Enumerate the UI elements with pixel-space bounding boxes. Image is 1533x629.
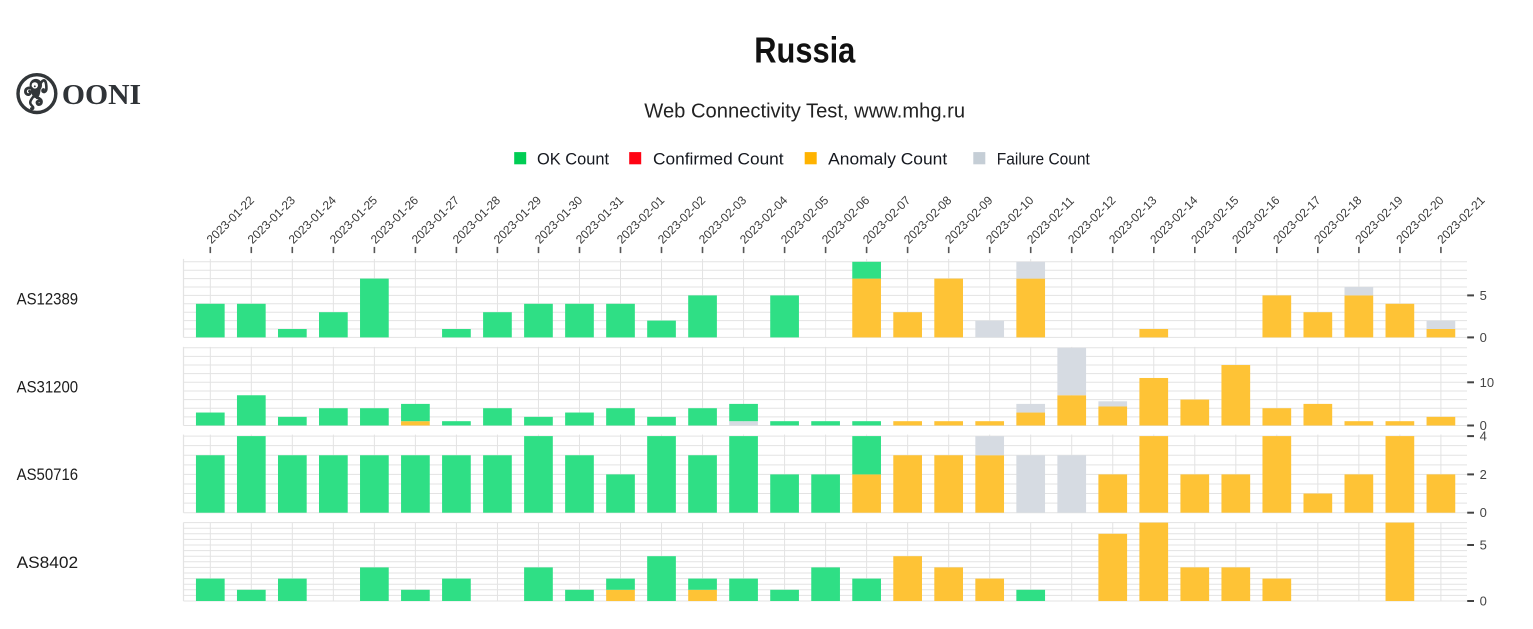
svg-text:AS8402: AS8402: [17, 553, 79, 572]
svg-text:Failure Count: Failure Count: [997, 150, 1090, 169]
svg-text:AS31200: AS31200: [17, 378, 79, 397]
svg-text:OONI: OONI: [62, 80, 141, 111]
svg-text:AS12389: AS12389: [17, 289, 79, 308]
svg-text:Confirmed Count: Confirmed Count: [653, 150, 784, 169]
svg-text:5: 5: [1480, 538, 1487, 553]
svg-text:2: 2: [1480, 467, 1487, 482]
svg-text:4: 4: [1480, 429, 1487, 444]
svg-text:Web Connectivity Test, www.mhg: Web Connectivity Test, www.mhg.ru: [644, 101, 965, 123]
svg-text:5: 5: [1480, 288, 1487, 303]
svg-text:Russia: Russia: [754, 29, 856, 70]
svg-text:Anomaly Count: Anomaly Count: [828, 150, 947, 169]
svg-text:AS50716: AS50716: [17, 465, 79, 484]
svg-text:0: 0: [1480, 330, 1487, 345]
svg-text:0: 0: [1480, 505, 1487, 520]
svg-text:0: 0: [1480, 594, 1487, 609]
svg-text:0: 0: [1480, 418, 1487, 433]
svg-text:OK Count: OK Count: [537, 150, 609, 169]
svg-text:10: 10: [1480, 375, 1494, 390]
